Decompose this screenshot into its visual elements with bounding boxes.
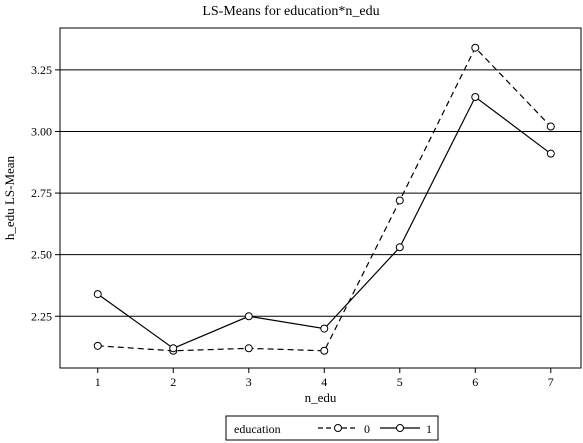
data-point-series-1 (169, 344, 178, 353)
y-tick-label: 3.25 (31, 63, 52, 77)
series-line-0 (97, 46, 552, 352)
legend-label-0: 0 (364, 422, 370, 436)
y-tick-label: 2.75 (31, 186, 52, 200)
x-axis: 1 2 3 4 5 6 7 (95, 368, 554, 389)
data-point-series-1 (320, 324, 329, 333)
y-axis-label: h_edu LS-Mean (2, 155, 17, 240)
data-point-series-0 (395, 196, 404, 205)
x-axis-label: n_edu (305, 390, 337, 405)
data-point-series-1 (244, 312, 253, 321)
y-tick-label: 3.00 (31, 124, 52, 138)
x-tick-label: 1 (95, 375, 101, 389)
x-tick-label: 3 (246, 375, 252, 389)
data-point-series-0 (93, 341, 102, 350)
data-point-series-1 (395, 243, 404, 252)
y-tick-label: 2.25 (31, 309, 52, 323)
gridlines (60, 69, 581, 317)
legend: education 0 1 (225, 415, 439, 441)
chart-title: LS-Means for education*n_edu (202, 4, 379, 19)
x-tick-label: 6 (472, 375, 478, 389)
data-point-series-0 (244, 344, 253, 353)
legend-marker-1 (396, 424, 404, 432)
data-point-series-1 (471, 92, 480, 101)
plot-frame (59, 27, 582, 369)
x-tick-label: 5 (397, 375, 403, 389)
y-tick-label: 2.50 (31, 248, 52, 262)
series-line-1 (97, 96, 552, 349)
x-tick-label: 7 (548, 375, 554, 389)
data-point-series-0 (546, 122, 555, 131)
legend-marker-0 (334, 424, 342, 432)
legend-box (225, 415, 439, 441)
data-point-series-1 (546, 149, 555, 158)
legend-title: education (234, 422, 281, 436)
data-point-series-0 (471, 43, 480, 52)
data-point-series-0 (320, 346, 329, 355)
series-group (93, 43, 555, 355)
y-axis: 2.25 2.50 2.75 3.00 3.25 (31, 63, 60, 323)
data-point-series-1 (93, 290, 102, 299)
legend-label-1: 1 (426, 422, 432, 436)
x-tick-label: 2 (170, 375, 176, 389)
x-tick-label: 4 (321, 375, 327, 389)
